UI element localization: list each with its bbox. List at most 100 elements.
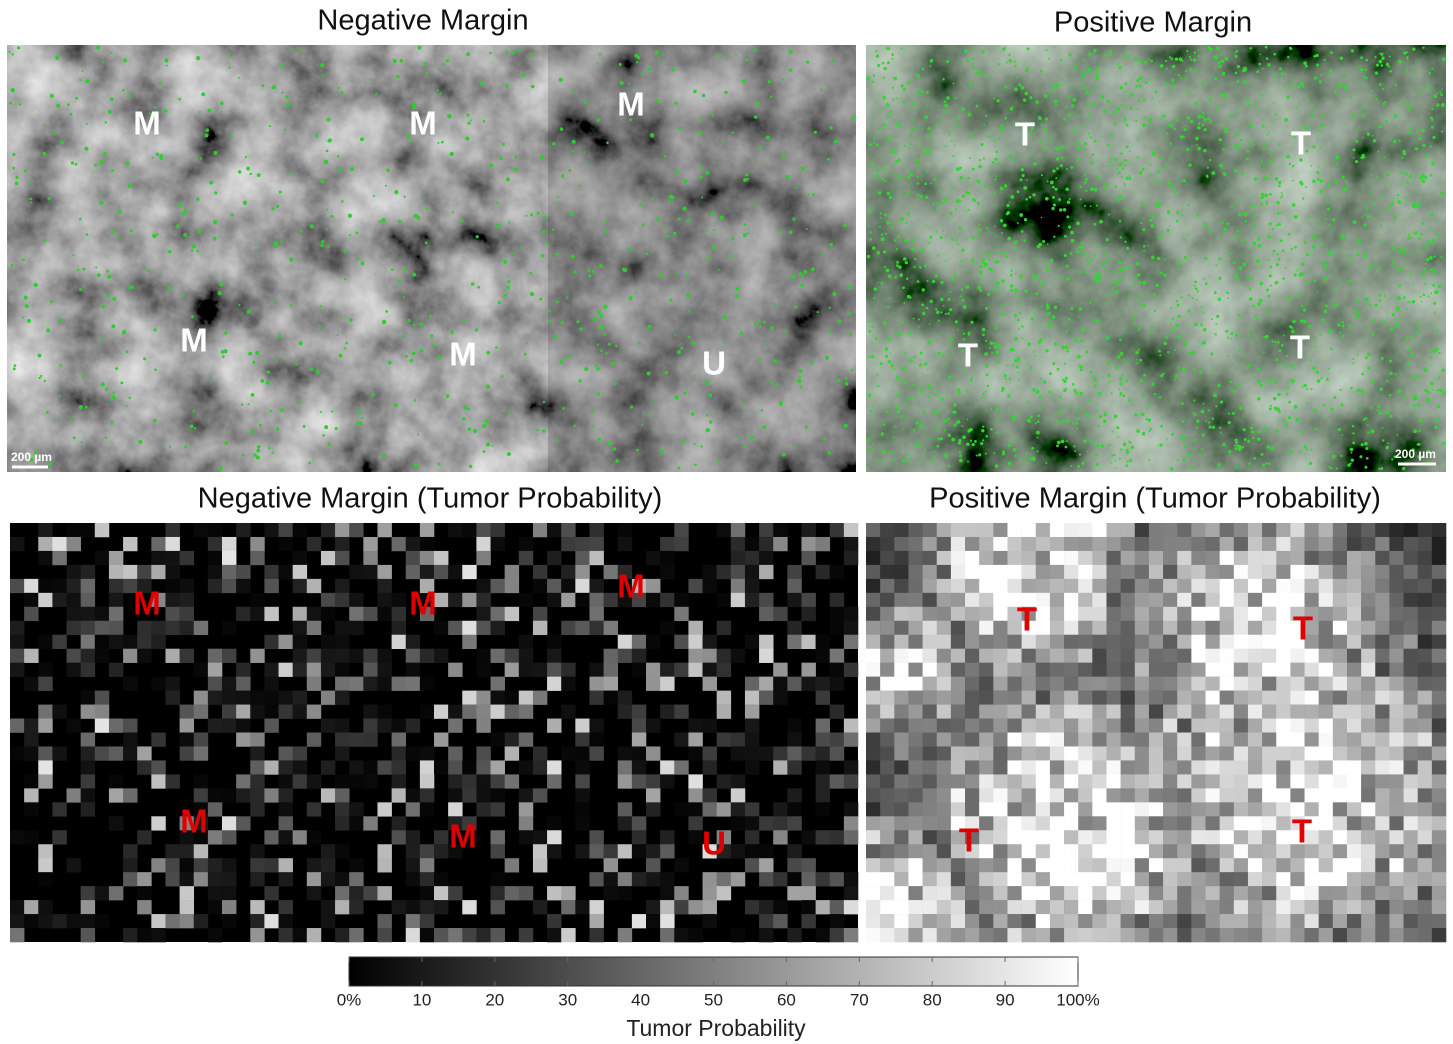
heatmap-cell [1248, 565, 1262, 579]
fluorescence-dot [1261, 160, 1263, 162]
fluorescence-dot [598, 311, 601, 314]
fluorescence-dot [1075, 422, 1078, 425]
fluorescence-dot [1218, 257, 1221, 260]
heatmap-cell [1319, 719, 1333, 733]
heatmap-cell [1262, 830, 1276, 844]
heatmap-cell [1305, 872, 1319, 886]
fluorescence-dot [1394, 373, 1396, 375]
heatmap-cell [1389, 607, 1403, 621]
heatmap-cell [1050, 746, 1064, 760]
fluorescence-dot [1220, 235, 1222, 237]
fluorescence-dot [988, 258, 990, 260]
fluorescence-dot [1096, 319, 1099, 322]
fluorescence-dot [1057, 441, 1061, 445]
heatmap-cell [1418, 774, 1432, 788]
heatmap-cell [406, 635, 420, 649]
fluorescence-dot [883, 168, 886, 171]
heatmap-cell [1078, 719, 1092, 733]
heatmap-cell [660, 844, 674, 858]
fluorescence-dot [1413, 429, 1417, 433]
fluorescence-dot [1283, 335, 1285, 337]
heatmap-cell [1050, 844, 1064, 858]
fluorescence-dot [1159, 350, 1161, 352]
heatmap-cell [1191, 565, 1205, 579]
heatmap-cell [1163, 607, 1177, 621]
fluorescence-dot [446, 395, 449, 398]
fluorescence-dot [1025, 68, 1029, 72]
heatmap-cell [321, 551, 335, 565]
fluorescence-dot [1358, 241, 1361, 244]
fluorescence-dot [548, 309, 551, 312]
fluorescence-dot [877, 251, 880, 254]
fluorescence-dot [918, 318, 920, 320]
fluorescence-dot [1414, 397, 1417, 400]
heatmap-cell [1121, 886, 1135, 900]
fluorescence-dot [600, 349, 603, 352]
fluorescence-dot [507, 280, 510, 283]
heatmap-cell [250, 802, 264, 816]
fluorescence-dot [1128, 55, 1130, 57]
fluorescence-dot [417, 433, 419, 435]
fluorescence-dot [1017, 357, 1020, 360]
heatmap-cell [674, 537, 688, 551]
heatmap-cell [222, 900, 236, 914]
fluorescence-dot [883, 450, 886, 453]
fluorescence-dot [272, 452, 274, 454]
heatmap-cell [1234, 635, 1248, 649]
heatmap-cell [1375, 816, 1389, 830]
heatmap-cell [703, 802, 717, 816]
fluorescence-dot [910, 397, 912, 399]
heatmap-cell [519, 886, 533, 900]
fluorescence-dot [1054, 306, 1058, 310]
fluorescence-dot [394, 403, 398, 407]
heatmap-cell [1347, 649, 1361, 663]
fluorescence-dot [1177, 459, 1179, 461]
heatmap-cell [866, 858, 880, 872]
fluorescence-dot [1076, 250, 1079, 253]
fluorescence-dot [1319, 334, 1321, 336]
heatmap-cell [1007, 830, 1021, 844]
heatmap-cell [95, 551, 109, 565]
fluorescence-dot [995, 251, 998, 254]
fluorescence-dot [1289, 86, 1292, 89]
heatmap-cell [1276, 691, 1290, 705]
heatmap-cell [208, 663, 222, 677]
fluorescence-dot [1293, 274, 1296, 277]
fluorescence-dot [1379, 83, 1382, 86]
fluorescence-dot [1304, 445, 1306, 447]
heatmap-cell [52, 593, 66, 607]
fluorescence-dot [979, 289, 982, 292]
fluorescence-dot [1118, 261, 1122, 265]
fluorescence-dot [922, 312, 925, 315]
fluorescence-dot [713, 229, 715, 231]
heatmap-cell [660, 774, 674, 788]
heatmap-cell [894, 649, 908, 663]
heatmap-cell [923, 663, 937, 677]
fluorescence-dot [325, 228, 327, 230]
fluorescence-dot [791, 275, 795, 279]
fluorescence-dot [954, 272, 956, 274]
heatmap-cell [392, 774, 406, 788]
heatmap-cell [979, 677, 993, 691]
fluorescence-dot [44, 380, 46, 382]
heatmap-cell [1418, 872, 1432, 886]
fluorescence-dot [603, 333, 606, 336]
fluorescence-dot [904, 352, 906, 354]
heatmap-cell [880, 649, 894, 663]
heatmap-cell [773, 802, 787, 816]
fluorescence-dot [402, 335, 404, 337]
fluorescence-dot [1195, 287, 1198, 290]
heatmap-cell [1389, 579, 1403, 593]
fluorescence-dot [951, 346, 953, 348]
fluorescence-dot [511, 251, 514, 254]
heatmap-cell [377, 523, 391, 537]
heatmap-cell [773, 691, 787, 705]
heatmap-cell [993, 621, 1007, 635]
heatmap-cell [880, 635, 894, 649]
heatmap-cell [1347, 872, 1361, 886]
fluorescence-dot [1177, 335, 1180, 338]
fluorescence-dot [398, 220, 402, 224]
heatmap-cell [589, 537, 603, 551]
fluorescence-dot [1265, 335, 1269, 339]
fluorescence-dot [1390, 202, 1393, 205]
